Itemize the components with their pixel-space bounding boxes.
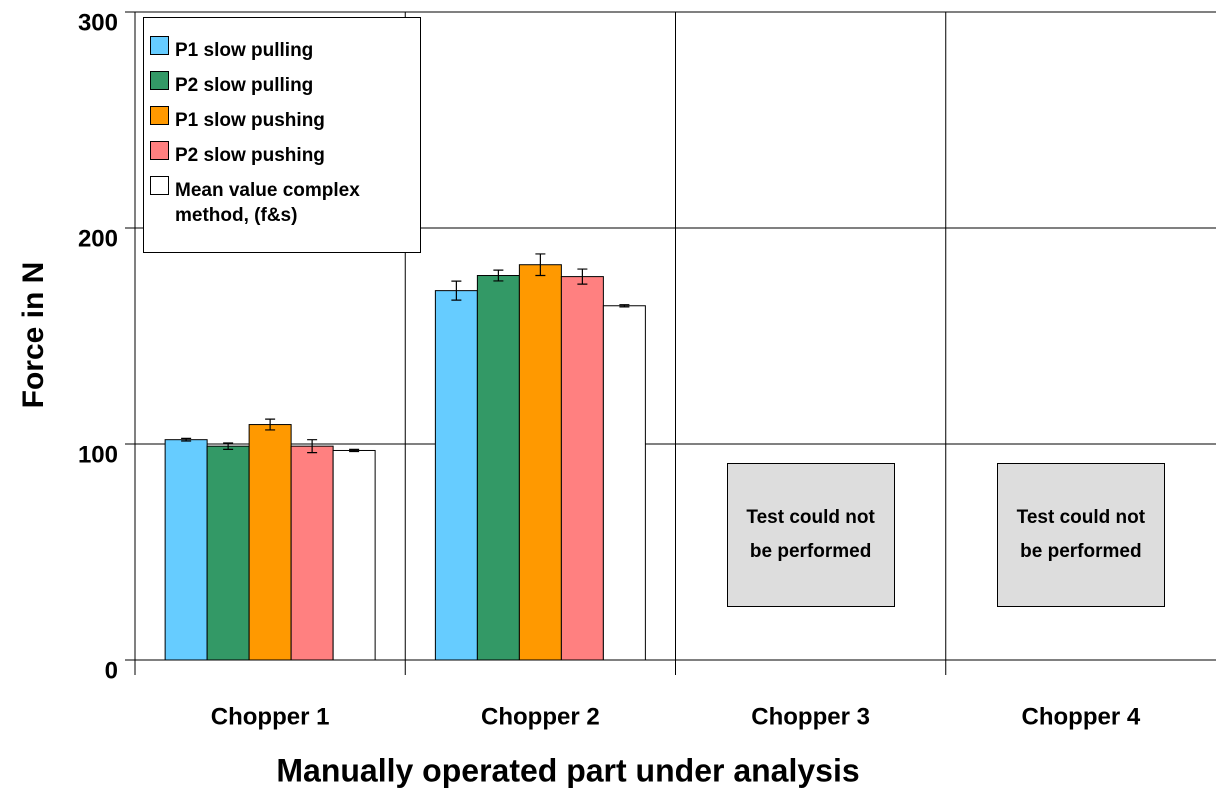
error-bar [619, 304, 630, 308]
error-bar [349, 448, 360, 453]
bar [602, 305, 646, 661]
x-tick-label: Chopper 3 [751, 703, 870, 730]
legend-label: Mean value complex method, (f&s) [175, 180, 360, 226]
legend-item: Mean value complex method, (f&s) [150, 176, 414, 228]
legend-label: P2 slow pushing [175, 145, 325, 166]
y-tick-label: 200 [78, 225, 118, 252]
error-bar [577, 268, 588, 285]
legend-swatch [150, 36, 169, 55]
error-bar [223, 442, 234, 450]
legend-item: P1 slow pushing [150, 106, 414, 133]
y-axis-title: Force in N [17, 262, 50, 409]
error-bar [265, 418, 276, 431]
error-bar [307, 439, 318, 454]
bar [434, 290, 478, 661]
legend-label: P1 slow pulling [175, 40, 314, 61]
legend-item: P1 slow pulling [150, 36, 414, 63]
bar [518, 264, 562, 661]
bar [476, 275, 520, 661]
x-axis-title: Manually operated part under analysis [276, 752, 859, 788]
legend-item: P2 slow pulling [150, 71, 414, 98]
legend-label: P2 slow pulling [175, 75, 314, 96]
y-tick-label: 300 [78, 9, 118, 36]
error-bar [493, 269, 504, 282]
x-tick-label: Chopper 4 [1022, 703, 1141, 730]
annotation: Test could not be performed [996, 463, 1165, 607]
legend-swatch [150, 71, 169, 90]
bar [248, 424, 292, 661]
error-bar [181, 437, 192, 442]
legend-label: P1 slow pushing [175, 110, 325, 131]
bar [560, 276, 604, 661]
legend-swatch [150, 106, 169, 125]
legend-item: P2 slow pushing [150, 141, 414, 168]
legend-swatch [150, 176, 169, 195]
legend-swatch [150, 141, 169, 160]
y-tick-label: 100 [78, 441, 118, 468]
legend: P1 slow pulling P2 slow pulling P1 slow pu… [143, 17, 421, 253]
bar [206, 445, 250, 661]
bar [290, 445, 334, 661]
y-tick-label: 0 [105, 657, 118, 684]
annotation: Test could not be performed [726, 463, 895, 607]
x-tick-label: Chopper 1 [211, 703, 330, 730]
error-bar [451, 280, 462, 301]
error-bar [535, 253, 546, 277]
bar [332, 449, 376, 661]
bar [164, 439, 208, 661]
x-tick-label: Chopper 2 [481, 703, 600, 730]
